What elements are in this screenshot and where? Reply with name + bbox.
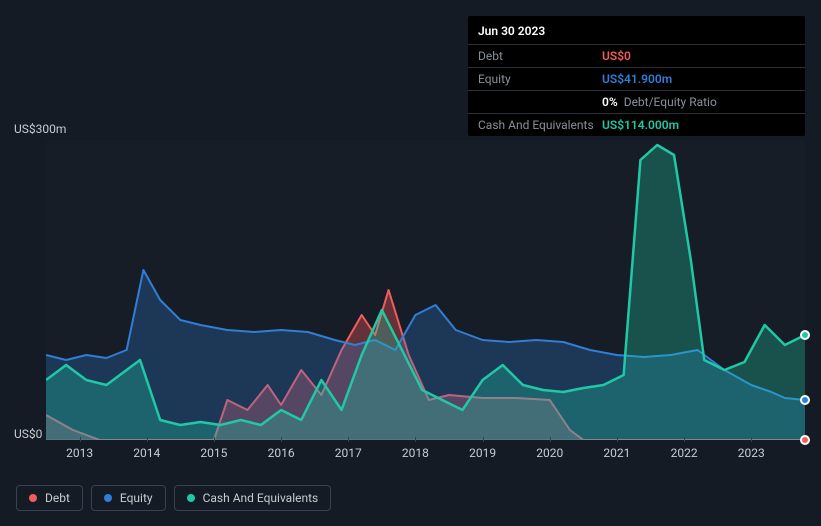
tooltip-row-label [478, 95, 602, 109]
x-tick-label: 2013 [66, 446, 93, 460]
x-tick-label: 2014 [133, 446, 160, 460]
tooltip-row: 0% Debt/Equity Ratio [468, 90, 805, 113]
financial-chart: US$300m US$0 201320142015201620172018201… [16, 122, 805, 467]
legend-item-debt[interactable]: Debt [16, 485, 83, 511]
x-axis: 2013 2014 2015 2016 2017 2018 2019 2020 2021 2022… [46, 442, 805, 462]
legend-label: Debt [45, 491, 70, 505]
x-tick-label: 2017 [335, 446, 362, 460]
x-tick-line [751, 437, 752, 442]
x-tick-label: 2020 [536, 446, 563, 460]
legend-swatch [104, 494, 112, 502]
x-tick-line [550, 437, 551, 442]
x-tick-label: 2015 [200, 446, 227, 460]
x-tick-label: 2019 [469, 446, 496, 460]
tooltip-row-label: Debt [478, 49, 602, 63]
tooltip-row-value: 0% Debt/Equity Ratio [602, 95, 795, 109]
x-tick-label: 2016 [268, 446, 295, 460]
x-tick-line [617, 437, 618, 442]
chart-legend: Debt Equity Cash And Equivalents [16, 485, 331, 511]
x-tick-line [281, 437, 282, 442]
x-tick-label: 2018 [402, 446, 429, 460]
x-tick-line [147, 437, 148, 442]
legend-item-equity[interactable]: Equity [91, 485, 166, 511]
tooltip-row-value: US$0 [602, 49, 795, 63]
x-tick-line [415, 437, 416, 442]
tooltip-row-subtext: Debt/Equity Ratio [621, 95, 717, 109]
series-end-marker [800, 395, 810, 405]
tooltip-row: EquityUS$41.900m [468, 67, 805, 90]
x-tick-line [483, 437, 484, 442]
legend-swatch [29, 494, 37, 502]
x-tick-line [684, 437, 685, 442]
series-end-marker [800, 330, 810, 340]
legend-item-cash-and-equivalents[interactable]: Cash And Equivalents [174, 485, 332, 511]
x-tick-line [348, 437, 349, 442]
x-tick-label: 2021 [603, 446, 630, 460]
x-tick-label: 2023 [738, 446, 765, 460]
x-tick-line [80, 437, 81, 442]
tooltip-row-value: US$41.900m [602, 72, 795, 86]
legend-label: Equity [120, 491, 153, 505]
tooltip-date: Jun 30 2023 [468, 16, 805, 44]
plot-area[interactable] [46, 140, 805, 440]
chart-svg [46, 140, 805, 440]
legend-label: Cash And Equivalents [203, 491, 319, 505]
tooltip-row-label: Equity [478, 72, 602, 86]
legend-swatch [187, 494, 195, 502]
tooltip-row: DebtUS$0 [468, 44, 805, 67]
data-tooltip: Jun 30 2023 DebtUS$0EquityUS$41.900m0% D… [468, 16, 805, 136]
x-tick-line [214, 437, 215, 442]
y-axis-max-label: US$300m [14, 122, 74, 136]
x-tick-label: 2022 [671, 446, 698, 460]
